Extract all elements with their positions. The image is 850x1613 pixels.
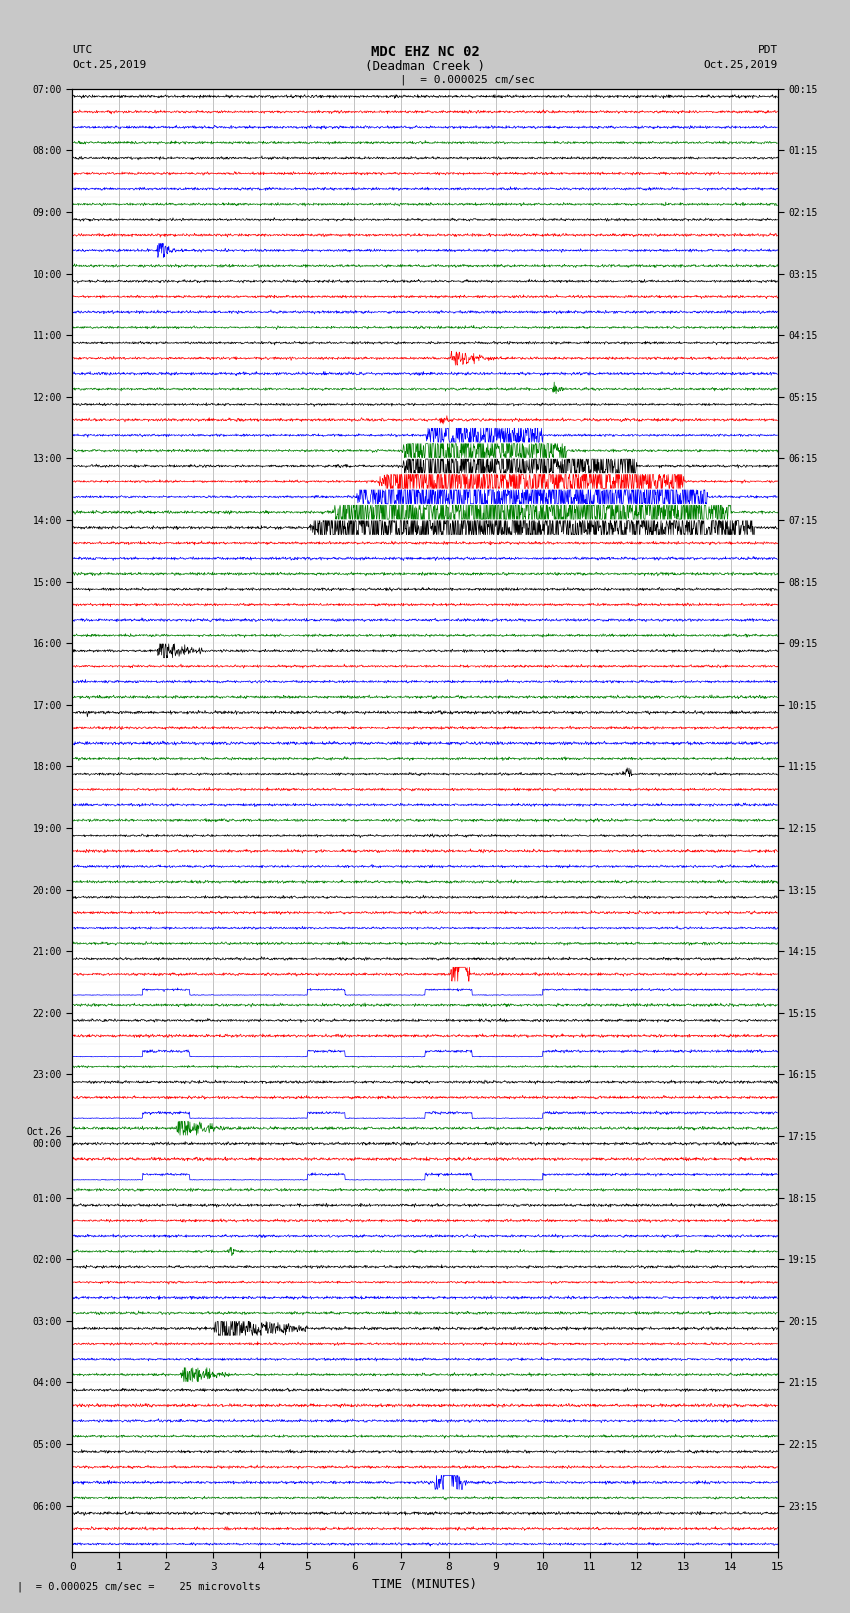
Text: MDC EHZ NC 02: MDC EHZ NC 02 [371, 45, 479, 60]
Text: Oct.25,2019: Oct.25,2019 [704, 60, 778, 69]
Text: PDT: PDT [757, 45, 778, 55]
X-axis label: TIME (MINUTES): TIME (MINUTES) [372, 1578, 478, 1590]
Text: |  = 0.000025 cm/sec =    25 microvolts: | = 0.000025 cm/sec = 25 microvolts [17, 1581, 261, 1592]
Text: UTC: UTC [72, 45, 93, 55]
Text: (Deadman Creek ): (Deadman Creek ) [365, 60, 485, 73]
Text: |  = 0.000025 cm/sec: | = 0.000025 cm/sec [400, 74, 535, 85]
Text: Oct.25,2019: Oct.25,2019 [72, 60, 146, 69]
